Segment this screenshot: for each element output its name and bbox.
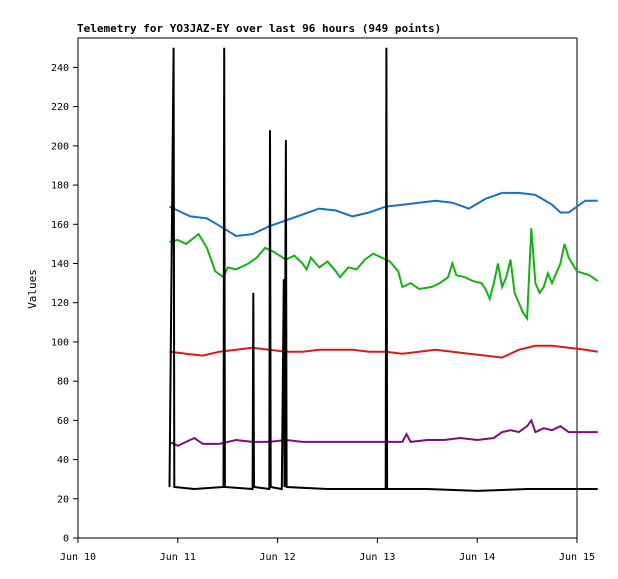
y-axis-ticks: 0 20 40 60 80 100 120 140 160 180 200 220 240 — [51, 63, 78, 545]
y-tick-label: 80 — [57, 377, 69, 388]
x-tick-label: Jun 14 — [459, 552, 495, 563]
y-tick-label: 140 — [51, 259, 69, 270]
y-tick-label: 200 — [51, 141, 69, 152]
series-line-3 — [169, 418, 598, 447]
chart-title: Telemetry for YO3JAZ-EY over last 96 hou… — [77, 22, 442, 35]
x-tick-label: Jun 10 — [60, 552, 96, 563]
series-layer — [168, 47, 599, 492]
y-tick-label: 120 — [51, 298, 69, 309]
y-tick-label: 40 — [57, 455, 69, 466]
y-tick-label: 20 — [57, 494, 69, 505]
x-tick-label: Jun 15 — [559, 552, 595, 563]
series-line-1 — [169, 228, 599, 322]
x-tick-label: Jun 12 — [260, 552, 296, 563]
y-axis-label: Values — [26, 269, 39, 309]
y-tick-label: 100 — [51, 337, 69, 348]
x-tick-label: Jun 11 — [160, 552, 196, 563]
x-tick-label: Jun 13 — [359, 552, 395, 563]
y-tick-label: 0 — [63, 534, 69, 545]
y-tick-label: 180 — [51, 181, 69, 192]
plot-area-frame — [77, 37, 578, 539]
y-tick-label: 160 — [51, 220, 69, 231]
series-line-4 — [168, 47, 598, 492]
y-tick-label: 240 — [51, 63, 69, 74]
series-line-0 — [169, 191, 598, 238]
y-tick-label: 60 — [57, 416, 69, 427]
x-axis-ticks: Jun 10 Jun 11 Jun 12 Jun 13 Jun 14 Jun 15 — [60, 538, 595, 563]
y-tick-label: 220 — [51, 102, 69, 113]
